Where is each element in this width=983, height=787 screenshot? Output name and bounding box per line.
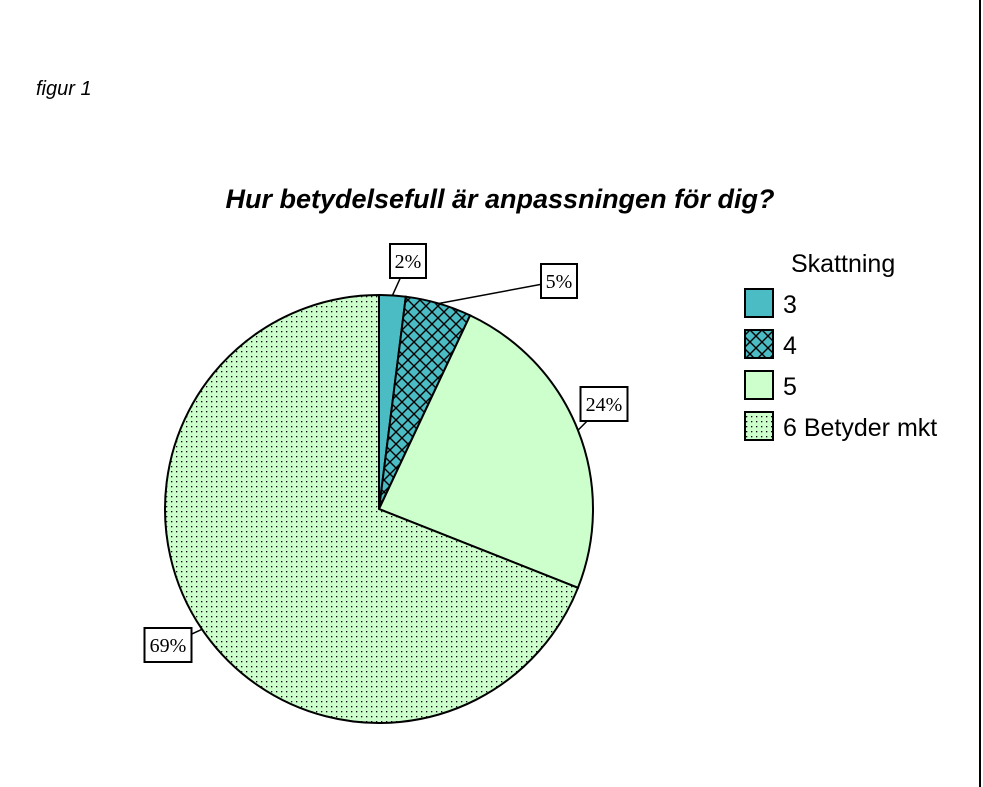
legend-swatch-4 xyxy=(744,411,774,441)
pie-slice-3 xyxy=(377,314,594,590)
data-label-3: 24% xyxy=(586,394,623,416)
data-label-4: 69% xyxy=(150,635,187,657)
chart-title: Hur betydelsefull är anpassningen för di… xyxy=(225,184,774,214)
data-label-box-3 xyxy=(579,386,629,422)
legend-label-3: 5 xyxy=(783,373,797,401)
legend-swatch-3 xyxy=(744,370,774,400)
data-label-1: 2% xyxy=(395,251,422,273)
figure-caption: figur 1 xyxy=(36,78,92,100)
data-label-box-4 xyxy=(143,627,193,663)
data-label-box-2 xyxy=(540,263,578,299)
legend-label-2: 4 xyxy=(783,332,797,360)
data-label-2: 5% xyxy=(546,271,573,293)
pie-slice-4 xyxy=(164,293,580,724)
legend-swatch-2 xyxy=(744,329,774,359)
leader-line-2 xyxy=(438,280,560,305)
legend-swatch-1 xyxy=(744,288,774,318)
data-label-box-1 xyxy=(389,243,427,279)
legend-label-4: 6 Betyder mkt xyxy=(783,414,937,442)
page-edge-rule xyxy=(979,0,981,787)
legend-label-1: 3 xyxy=(783,291,797,319)
legend-title: Skattning xyxy=(791,250,895,278)
